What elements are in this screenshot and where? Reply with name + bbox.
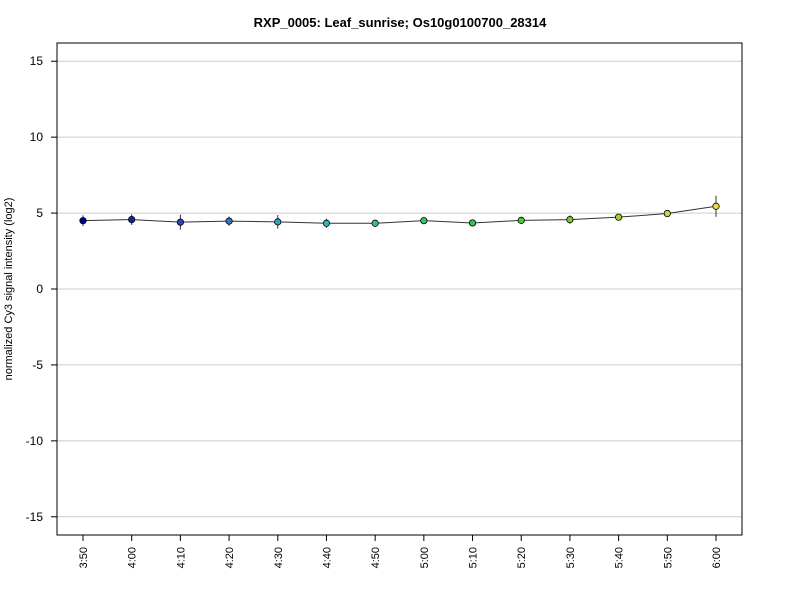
data-point xyxy=(322,219,331,227)
data-point xyxy=(371,219,379,227)
x-tick-label: 5:00 xyxy=(419,547,431,568)
x-tick-label: 5:30 xyxy=(565,547,577,568)
y-tick-label: 15 xyxy=(30,54,44,68)
data-point xyxy=(79,217,87,225)
data-series xyxy=(79,195,720,230)
y-tick-label: -15 xyxy=(26,510,44,524)
series-line xyxy=(82,205,717,224)
y-axis-label: normalized Cy3 signal intensity (log2) xyxy=(3,198,15,381)
data-point xyxy=(712,202,720,210)
x-tick-label: 4:30 xyxy=(273,547,285,568)
grid-lines xyxy=(57,60,742,518)
x-tick-label: 5:40 xyxy=(614,547,626,568)
y-tick-label: 10 xyxy=(30,130,44,144)
data-point xyxy=(615,213,623,221)
y-tick-label: -10 xyxy=(26,434,44,448)
x-tick-label: 4:00 xyxy=(127,547,139,568)
chart-title: RXP_0005: Leaf_sunrise; Os10g0100700_283… xyxy=(254,15,547,30)
y-tick-label: 5 xyxy=(36,206,43,220)
data-point xyxy=(566,216,574,224)
x-tick-label: 5:50 xyxy=(662,547,674,568)
x-axis: 3:50 4:00 4:10 4:20 4:30 4:40 4:50 5:00 5:10 5:20… xyxy=(78,534,723,568)
x-tick-label: 4:20 xyxy=(224,547,236,568)
data-point xyxy=(128,216,136,224)
x-tick-label: 4:50 xyxy=(370,547,382,568)
data-point xyxy=(176,218,184,226)
x-tick-label: 4:40 xyxy=(321,547,333,568)
x-tick-label: 5:10 xyxy=(468,547,480,568)
y-axis: -15 -10 -5 0 5 10 15 xyxy=(26,54,57,524)
x-tick-label: 6:00 xyxy=(711,547,723,568)
x-tick-label: 5:20 xyxy=(516,547,528,568)
data-point xyxy=(225,217,233,225)
data-point xyxy=(420,217,428,225)
data-point xyxy=(468,219,477,227)
data-point xyxy=(274,218,282,226)
x-tick-label: 3:50 xyxy=(78,547,90,568)
y-tick-label: 0 xyxy=(36,282,43,296)
data-point xyxy=(517,216,525,224)
data-point xyxy=(663,209,671,218)
x-tick-label: 4:10 xyxy=(175,547,187,568)
y-tick-label: -5 xyxy=(32,358,43,372)
